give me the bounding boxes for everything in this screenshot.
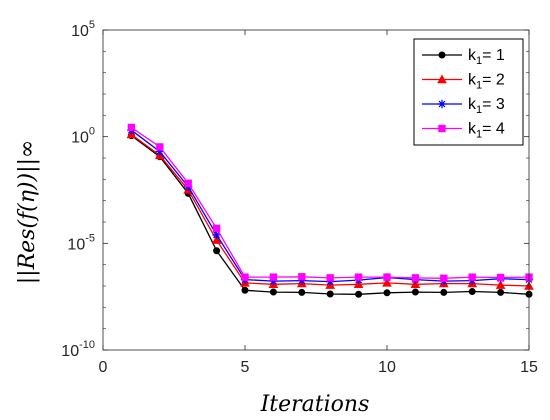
series-4 [127,123,533,282]
series-4-point-3 [184,179,192,188]
series-4-point-9 [354,273,363,281]
series-1-point-11 [411,288,419,296]
legend-entry-1: k1= 1 [422,47,505,67]
legend-marker-1 [438,51,446,59]
y-tick-label-5: 105 [71,19,95,40]
y-tick-label--5: 10-5 [67,232,95,253]
x-axis-label: Iterations [260,392,370,417]
x-tick-label-10: 10 [378,359,396,376]
legend-label-2: k1= 2 [468,72,505,92]
series-1-point-10 [383,289,391,297]
y-axis-label: ||Res(f(η))||∞ [15,140,40,285]
series-2-point-11 [410,279,421,289]
series-3-point-6 [269,276,278,286]
y-axis-label-group: ||Res(f(η))||∞ [15,140,40,285]
series-3-point-4 [212,230,221,240]
series-4-point-7 [298,273,306,281]
legend-entry-2: k1= 2 [422,72,505,92]
series-4-point-11 [411,274,420,282]
series-4-point-8 [326,274,334,282]
series-4-point-10 [383,273,391,281]
x-tick-label-0: 0 [99,359,108,376]
plot-frame [102,29,530,351]
series-4-point-2 [156,143,164,151]
series-1-point-8 [326,290,334,298]
series-4-point-1 [127,123,136,132]
series-4-point-6 [269,273,278,281]
series-4-point-4 [212,224,221,233]
series-1-point-14 [497,288,505,296]
legend-label-1: k1= 1 [468,47,505,67]
series-1-point-4 [213,247,221,255]
series-1-point-12 [440,288,448,296]
legend-entry-3: k1= 3 [422,96,505,116]
legend-box [413,38,524,146]
series-4-point-13 [468,273,476,281]
legend-label-4: k1= 4 [468,121,505,141]
y-tick-label-0: 100 [71,126,95,147]
series-3-point-8 [326,277,335,286]
series-4-point-12 [440,274,448,282]
series-2-point-4 [211,235,222,244]
legend: k1= 1 k1= 2 k1= 3 k1= 4 [413,38,524,146]
y-tick-label--10: 10-10 [61,339,95,360]
legend-marker-2 [437,74,447,84]
series-1-point-5 [241,286,249,294]
legend-marker-4 [438,124,446,133]
series-1-point-6 [269,288,277,296]
legend-entry-4: k1= 4 [422,121,505,141]
series-layer [126,123,534,298]
series-4-point-5 [241,273,249,281]
legend-marker-3 [437,99,447,109]
series-3-point-2 [155,147,164,156]
legend-label-3: k1= 3 [468,96,505,116]
x-tick-label-5: 5 [241,359,250,376]
series-1-point-13 [468,288,476,296]
series-2-point-14 [495,280,506,289]
series-1-point-9 [355,290,363,298]
series-4-point-14 [496,273,505,282]
x-tick-label-15: 15 [520,359,538,376]
axes-layer: 0 5 10 15 10-10 10-5 100 105 [61,19,538,376]
series-2-point-10 [382,277,392,287]
series-1-point-7 [298,288,306,296]
series-3-point-7 [297,276,306,285]
